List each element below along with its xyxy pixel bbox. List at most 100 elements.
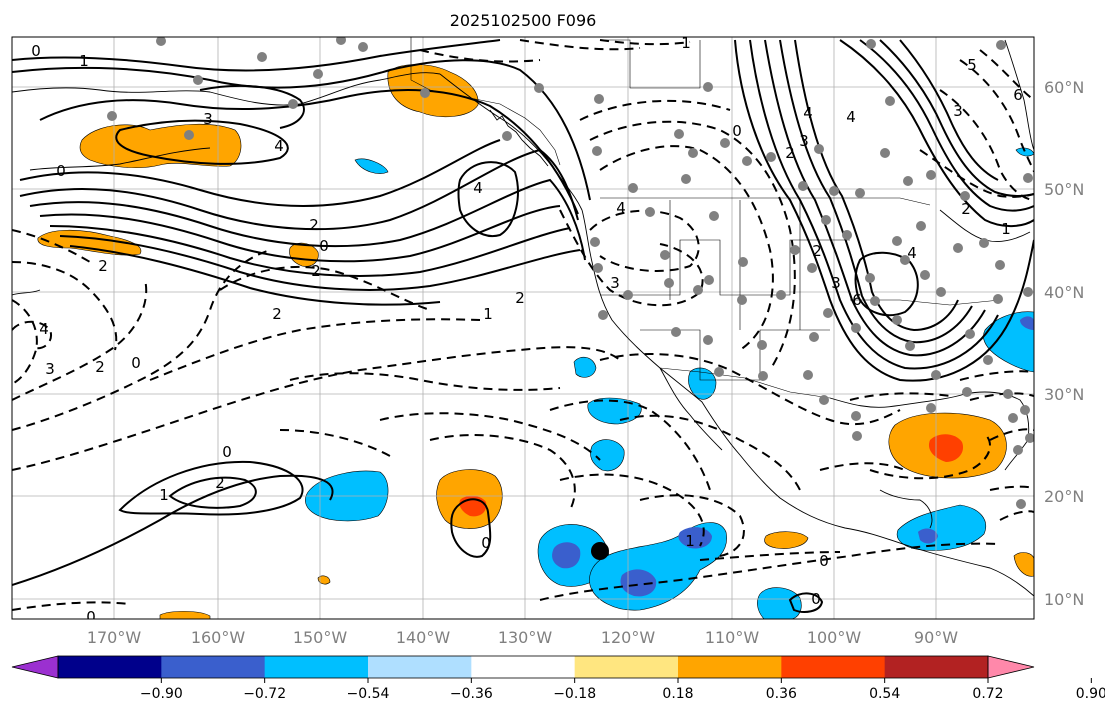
contour-label: 2: [812, 242, 822, 260]
colorbar-tick-label: −0.36: [450, 686, 493, 702]
contour-label: 3: [831, 274, 841, 292]
contour-label: 4: [846, 108, 856, 126]
longitude-label: 140°W: [396, 628, 451, 647]
longitude-label: 170°W: [87, 628, 142, 647]
map-content: 0 1 3 4 2 4 2 0 0 1 4 2 3 4 6 5 4 0 2 3 …: [12, 34, 1034, 626]
colorbar-segment: [678, 656, 782, 678]
strong-negative-anomaly-region: [918, 528, 938, 544]
contour-label: 0: [56, 162, 66, 180]
contour-label: 2: [98, 257, 108, 275]
colorbar-segment: [471, 656, 576, 678]
contour-label: 6: [1013, 86, 1023, 104]
colorbar-tick-label: 0.18: [662, 686, 693, 702]
negative-anomaly-region: [983, 311, 1034, 373]
longitude-label: 160°W: [191, 628, 246, 647]
strong-positive-anomaly-region: [928, 434, 964, 462]
latitude-label: 20°N: [1044, 487, 1084, 506]
colorbar-tick-label: 0.90: [1076, 686, 1105, 702]
colorbar-segment: [12, 656, 58, 678]
contour-label: 2: [961, 200, 971, 218]
contour-label: 1: [79, 52, 89, 70]
positive-anomaly-region: [1013, 552, 1034, 577]
contour-label: 0: [819, 552, 829, 570]
contour-label: 0: [319, 237, 329, 255]
colorbar-tick-label: −0.72: [243, 686, 286, 702]
colorbar-segment: [781, 656, 886, 678]
colorbar-tick-label: 0.72: [972, 686, 1003, 702]
contour-label: 0: [86, 608, 96, 626]
strong-negative-anomaly-region: [620, 569, 657, 597]
negative-anomaly-region: [354, 158, 389, 174]
dashed-contours: [12, 39, 1034, 611]
colorbar-segment: [574, 656, 679, 678]
solid-contours: [12, 39, 1034, 613]
contour-label: 0: [31, 42, 41, 60]
contour-label: 4: [907, 244, 917, 262]
colorbar-segment: [368, 656, 472, 678]
contour-label: 0: [811, 590, 821, 608]
contour-label: 0: [131, 354, 141, 372]
center-marker: [591, 542, 609, 560]
contour-label: 4: [274, 137, 284, 155]
contour-label: 0: [222, 443, 232, 461]
longitude-label: 90°W: [914, 628, 958, 647]
longitude-axis: 170°W 160°W 150°W 140°W 130°W 120°W 110°…: [87, 628, 958, 647]
contour-label: 3: [799, 132, 809, 150]
contour-label: 2: [95, 358, 105, 376]
colorbar: −0.90 −0.72 −0.54 −0.36 −0.18 0.18 0.36 0.54 0.7…: [11, 655, 1105, 702]
negative-anomaly-region: [1015, 147, 1034, 157]
contour-label: 3: [45, 360, 55, 378]
longitude-label: 120°W: [601, 628, 656, 647]
contour-label: 2: [515, 289, 525, 307]
colorbar-segment: [884, 656, 989, 678]
strong-negative-anomaly-region: [1020, 316, 1034, 330]
contour-label: 3: [610, 274, 620, 292]
colorbar-tick-label: 0.36: [766, 686, 797, 702]
longitude-label: 130°W: [498, 628, 553, 647]
map-background: [12, 37, 1034, 619]
colorbar-tick-label: 0.54: [869, 686, 900, 702]
positive-anomaly-region: [764, 531, 809, 549]
latitude-axis: 60°N 50°N 40°N 30°N 20°N 10°N: [1044, 78, 1084, 609]
negative-anomaly-region: [573, 356, 597, 378]
contour-labels: 0 1 3 4 2 4 2 0 0 1 4 2 3 4 6 5 4 0 2 3 …: [31, 34, 1023, 626]
negative-anomaly-region: [688, 367, 717, 400]
longitude-label: 100°W: [807, 628, 862, 647]
contour-label: 2: [309, 216, 319, 234]
contour-label: 1: [159, 486, 169, 504]
contour-label: 5: [967, 56, 977, 74]
contour-label: 0: [481, 534, 491, 552]
colorbar-tick-label: −0.90: [140, 686, 183, 702]
colorbar-ticks: −0.90 −0.72 −0.54 −0.36 −0.18 0.18 0.36 0.54 0.7…: [140, 678, 1105, 702]
contour-label: 2: [215, 474, 225, 492]
colorbar-tick-label: −0.54: [347, 686, 390, 702]
contour-label: 1: [483, 305, 493, 323]
colorbar-tick-label: −0.18: [553, 686, 596, 702]
colorbar-segment: [988, 656, 1034, 678]
contour-label: 3: [203, 110, 213, 128]
latitude-label: 30°N: [1044, 385, 1084, 404]
contour-label: 1: [1001, 220, 1011, 238]
strong-negative-anomaly-region: [552, 542, 581, 569]
contour-label: 3: [953, 102, 963, 120]
contour-label: 4: [39, 320, 49, 338]
latitude-label: 60°N: [1044, 78, 1084, 97]
colorbar-segment: [58, 656, 162, 678]
negative-anomaly-region: [757, 587, 802, 619]
contour-label: 2: [785, 144, 795, 162]
negative-anomaly-region: [896, 504, 986, 551]
contour-label: 1: [681, 34, 691, 52]
colorbar-segment: [161, 656, 266, 678]
colorbar-segments: [12, 656, 1034, 678]
map-frame: [11, 36, 1035, 620]
negative-anomaly-region: [590, 439, 625, 472]
latitude-label: 10°N: [1044, 590, 1084, 609]
contour-label: 0: [732, 122, 742, 140]
colorbar-frame: [57, 655, 989, 679]
contour-label: 4: [616, 199, 626, 217]
latitude-label: 40°N: [1044, 283, 1084, 302]
longitude-label: 150°W: [293, 628, 348, 647]
contour-label: 4: [473, 179, 483, 197]
colorbar-segment: [264, 656, 369, 678]
